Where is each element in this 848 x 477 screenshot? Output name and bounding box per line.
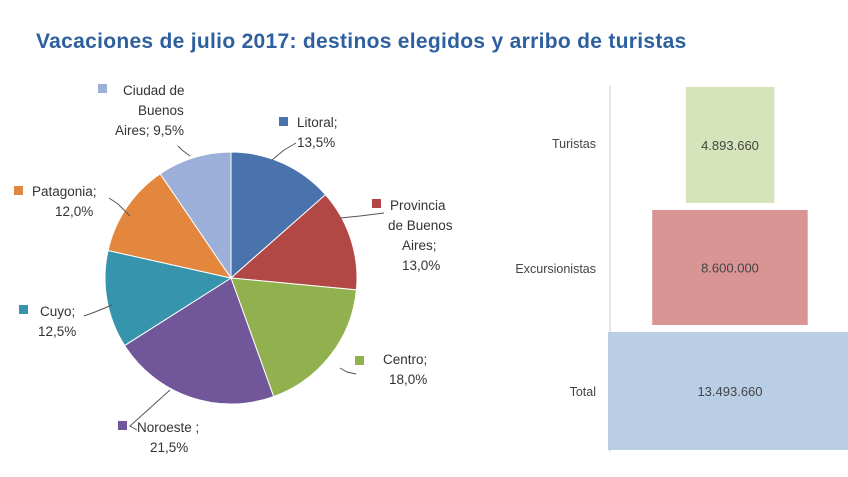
bar-value-label-total: 13.493.660 [697,384,762,399]
leader-line-litoral [271,142,297,161]
pie-label-ciudad-de-buenos-aires: Ciudad de Buenos Aires; 9,5% [115,83,185,138]
bar-category-label-total: Total [570,385,596,399]
pie-label-litoral: Litoral; 13,5% [297,115,338,150]
pie-label-centro: Centro; 18,0% [383,352,427,387]
pie-slice-noroeste [123,277,275,405]
pie-label-patagonia: Patagonia; 12,0% [32,184,97,219]
label-swatch-centro [355,356,364,365]
pie-slice-ciudad-de-buenos-aires [159,151,232,280]
label-swatch-patagonia [14,186,23,195]
pie-slice-cuyo [104,249,233,347]
label-swatch-noroeste [118,421,127,430]
pie-slice-patagonia [107,173,233,279]
pie-slice-provincia-de-buenos-aires [229,193,358,291]
bar-value-label-turistas: 4.893.660 [701,138,759,153]
pie-slice-litoral [230,151,327,280]
pie-slice-centro [230,277,357,398]
leader-line-noroeste [129,389,171,431]
bar-total [608,332,848,450]
bar-turistas [685,87,775,203]
bar-category-label-turistas: Turistas [552,137,596,151]
label-swatch-ciudad-de-buenos-aires [98,84,107,93]
leader-line-centro [339,367,357,375]
leader-line-cuyo [83,304,113,317]
pie-label-provincia-de-buenos-aires: Provincia de Buenos Aires; 13,0% [388,198,453,273]
bar-excursionistas [652,210,808,325]
leader-line-provincia-de-buenos-aires [339,212,385,219]
pie-label-noroeste: Noroeste ; 21,5% [137,420,199,455]
label-swatch-litoral [279,117,288,126]
bar-category-label-excursionistas: Excursionistas [515,262,596,276]
bar-value-label-excursionistas: 8.600.000 [701,261,759,276]
leader-line-patagonia [108,197,131,217]
chart-title: Vacaciones de julio 2017: destinos elegi… [36,30,687,53]
leader-line-ciudad-de-buenos-aires [177,145,191,157]
pie-label-cuyo: Cuyo; 12,5% [38,304,76,339]
label-swatch-cuyo [19,305,28,314]
label-swatch-provincia-de-buenos-aires [372,199,381,208]
